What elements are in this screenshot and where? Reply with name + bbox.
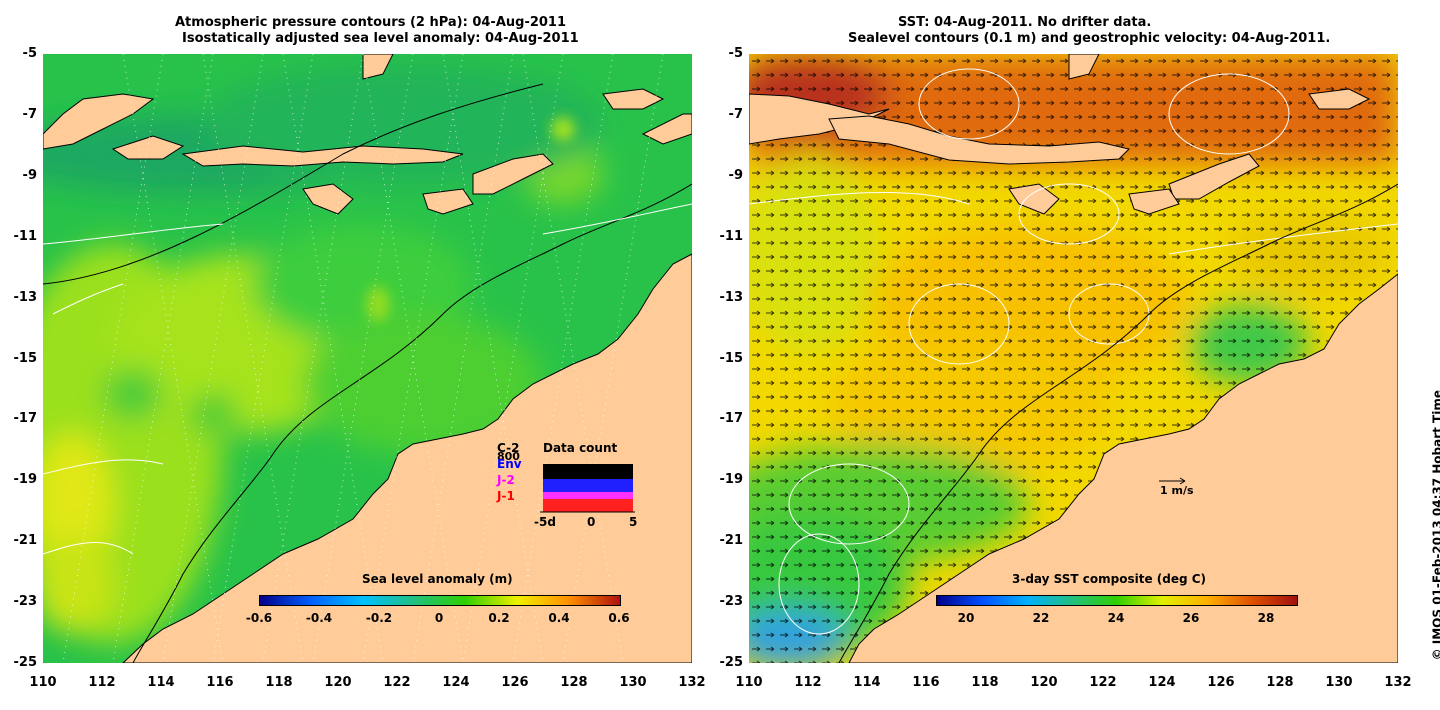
left-lat-tick: -23 [13,594,38,610]
left-colorbar-tick: -0.2 [365,611,393,625]
right-colorbar-tick: 26 [1182,611,1200,625]
left-colorbar-tick: 0 [434,611,444,625]
right-title-line1: SST: 04-Aug-2011. No drifter data. [898,15,1152,30]
pressure-contours [43,83,692,663]
right-colorbar-tick: 28 [1257,611,1275,625]
sea-level-contours [749,68,1398,635]
land-masses [43,54,692,663]
satellite-tracks [62,54,664,663]
left-lon-tick: 132 [678,675,706,690]
left-lat-tick: -25 [13,655,38,670]
left-lon-tick: 112 [88,675,116,690]
land-masses [749,54,1398,663]
left-lat-tick: -17 [13,411,38,427]
right-lat-tick: -19 [719,472,744,488]
left-lat-tick: -13 [13,289,38,305]
right-lon-tick: 124 [1148,675,1176,690]
right-colorbar-title: 3-day SST composite (deg C) [1012,572,1207,586]
inset-xtick-0: 0 [587,515,596,529]
left-lat-tick: -5 [22,46,37,61]
left-lon-tick: 126 [501,675,529,690]
left-lon-tick: 120 [324,675,352,690]
left-colorbar-tick: 0.6 [608,611,630,625]
inset-series-env: Env [497,457,522,471]
data-count-inset [540,464,635,513]
left-lat-tick: -7 [22,106,37,122]
right-colorbar-tick: 22 [1032,611,1050,625]
left-colorbar-tick: 0.2 [488,611,510,625]
left-title-line2: Isostatically adjusted sea level anomaly… [182,31,579,46]
sea-level-contours [43,203,692,555]
right-lon-tick: 116 [912,675,940,690]
right-lon-tick: 132 [1384,675,1412,690]
left-title-line1: Atmospheric pressure contours (2 hPa): 0… [175,15,567,30]
inset-series-j2: J-2 [497,473,515,487]
right-colorbar [936,595,1298,606]
right-lat-tick: -15 [719,350,744,366]
right-lon-tick: 122 [1089,675,1117,690]
right-lat-tick: -7 [728,106,743,122]
inset-series-c2: C-2 [497,441,520,455]
left-colorbar-tick: 0.4 [548,611,570,625]
right-lon-tick: 110 [735,675,763,690]
right-lon-tick: 112 [794,675,822,690]
inset-series-j1: J-1 [497,489,515,503]
right-lat-tick: -11 [719,228,744,244]
left-colorbar-tick: -0.6 [245,611,273,625]
right-lon-tick: 118 [971,675,999,690]
left-lon-tick: 124 [442,675,470,690]
right-colorbar-tick: 24 [1107,611,1125,625]
left-lon-tick: 114 [147,675,175,690]
sst-map[interactable] [749,54,1398,663]
inset-title: Data count [543,441,618,455]
left-lat-tick: -11 [13,228,38,244]
right-lat-tick: -9 [728,167,743,183]
right-lon-tick: 130 [1325,675,1353,690]
left-colorbar-title: Sea level anomaly (m) [362,572,513,586]
right-lat-tick: -5 [728,46,743,61]
right-lat-tick: -13 [719,289,744,305]
right-lon-tick: 114 [853,675,881,690]
inset-count-label: 800 [497,450,520,463]
left-colorbar [259,595,621,606]
right-lat-tick: -21 [719,533,744,549]
right-lat-tick: -23 [719,594,744,610]
left-lon-tick: 110 [29,675,57,690]
sea-level-anomaly-map[interactable] [43,54,692,663]
right-colorbar-tick: 20 [957,611,975,625]
left-lat-tick: -21 [13,533,38,549]
left-lon-tick: 128 [560,675,588,690]
left-colorbar-tick: -0.4 [305,611,333,625]
right-lon-tick: 128 [1266,675,1294,690]
left-lat-tick: -9 [22,167,37,183]
left-lon-tick: 130 [619,675,647,690]
velocity-scale-label: 1 m/s [1160,484,1194,497]
left-lon-tick: 122 [383,675,411,690]
velocity-scale-arrow [1159,477,1186,485]
right-lon-tick: 126 [1207,675,1235,690]
inset-xtick-5: 5 [629,515,638,529]
left-lon-tick: 116 [206,675,234,690]
right-lat-tick: -17 [719,411,744,427]
copyright-notice: © IMOS 01-Feb-2013 04:37 Hobart Time [1430,390,1440,660]
left-lat-tick: -19 [13,472,38,488]
left-lat-tick: -15 [13,350,38,366]
sla-field [43,64,603,644]
right-lon-tick: 120 [1030,675,1058,690]
left-lon-tick: 118 [265,675,293,690]
right-lat-tick: -25 [719,655,744,670]
inset-xtick-neg5: -5d [534,515,556,529]
right-title-line2: Sealevel contours (0.1 m) and geostrophi… [848,31,1331,46]
